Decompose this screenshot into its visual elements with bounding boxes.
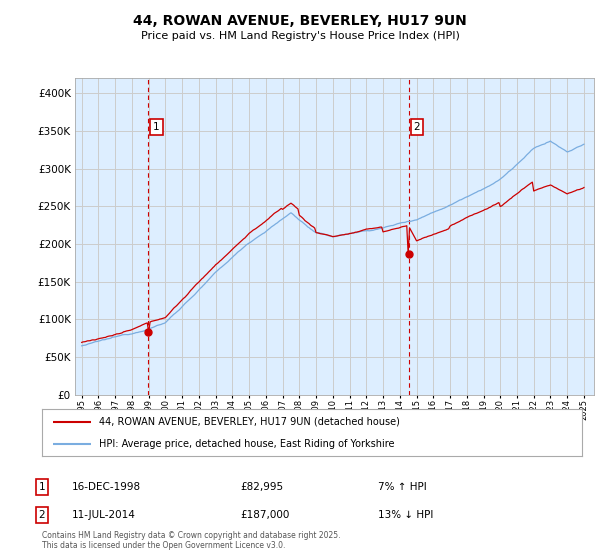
Text: HPI: Average price, detached house, East Riding of Yorkshire: HPI: Average price, detached house, East… xyxy=(98,438,394,449)
Text: 2: 2 xyxy=(413,123,421,132)
Text: 11-JUL-2014: 11-JUL-2014 xyxy=(72,510,136,520)
Text: 13% ↓ HPI: 13% ↓ HPI xyxy=(378,510,433,520)
Text: 44, ROWAN AVENUE, BEVERLEY, HU17 9UN (detached house): 44, ROWAN AVENUE, BEVERLEY, HU17 9UN (de… xyxy=(98,417,400,427)
Text: Contains HM Land Registry data © Crown copyright and database right 2025.
This d: Contains HM Land Registry data © Crown c… xyxy=(42,530,341,550)
Text: £187,000: £187,000 xyxy=(240,510,289,520)
Text: 1: 1 xyxy=(38,482,46,492)
Text: 2: 2 xyxy=(38,510,46,520)
Text: 44, ROWAN AVENUE, BEVERLEY, HU17 9UN: 44, ROWAN AVENUE, BEVERLEY, HU17 9UN xyxy=(133,14,467,28)
Text: Price paid vs. HM Land Registry's House Price Index (HPI): Price paid vs. HM Land Registry's House … xyxy=(140,31,460,41)
Text: 1: 1 xyxy=(153,123,160,132)
Text: 16-DEC-1998: 16-DEC-1998 xyxy=(72,482,141,492)
Text: 7% ↑ HPI: 7% ↑ HPI xyxy=(378,482,427,492)
Text: £82,995: £82,995 xyxy=(240,482,283,492)
